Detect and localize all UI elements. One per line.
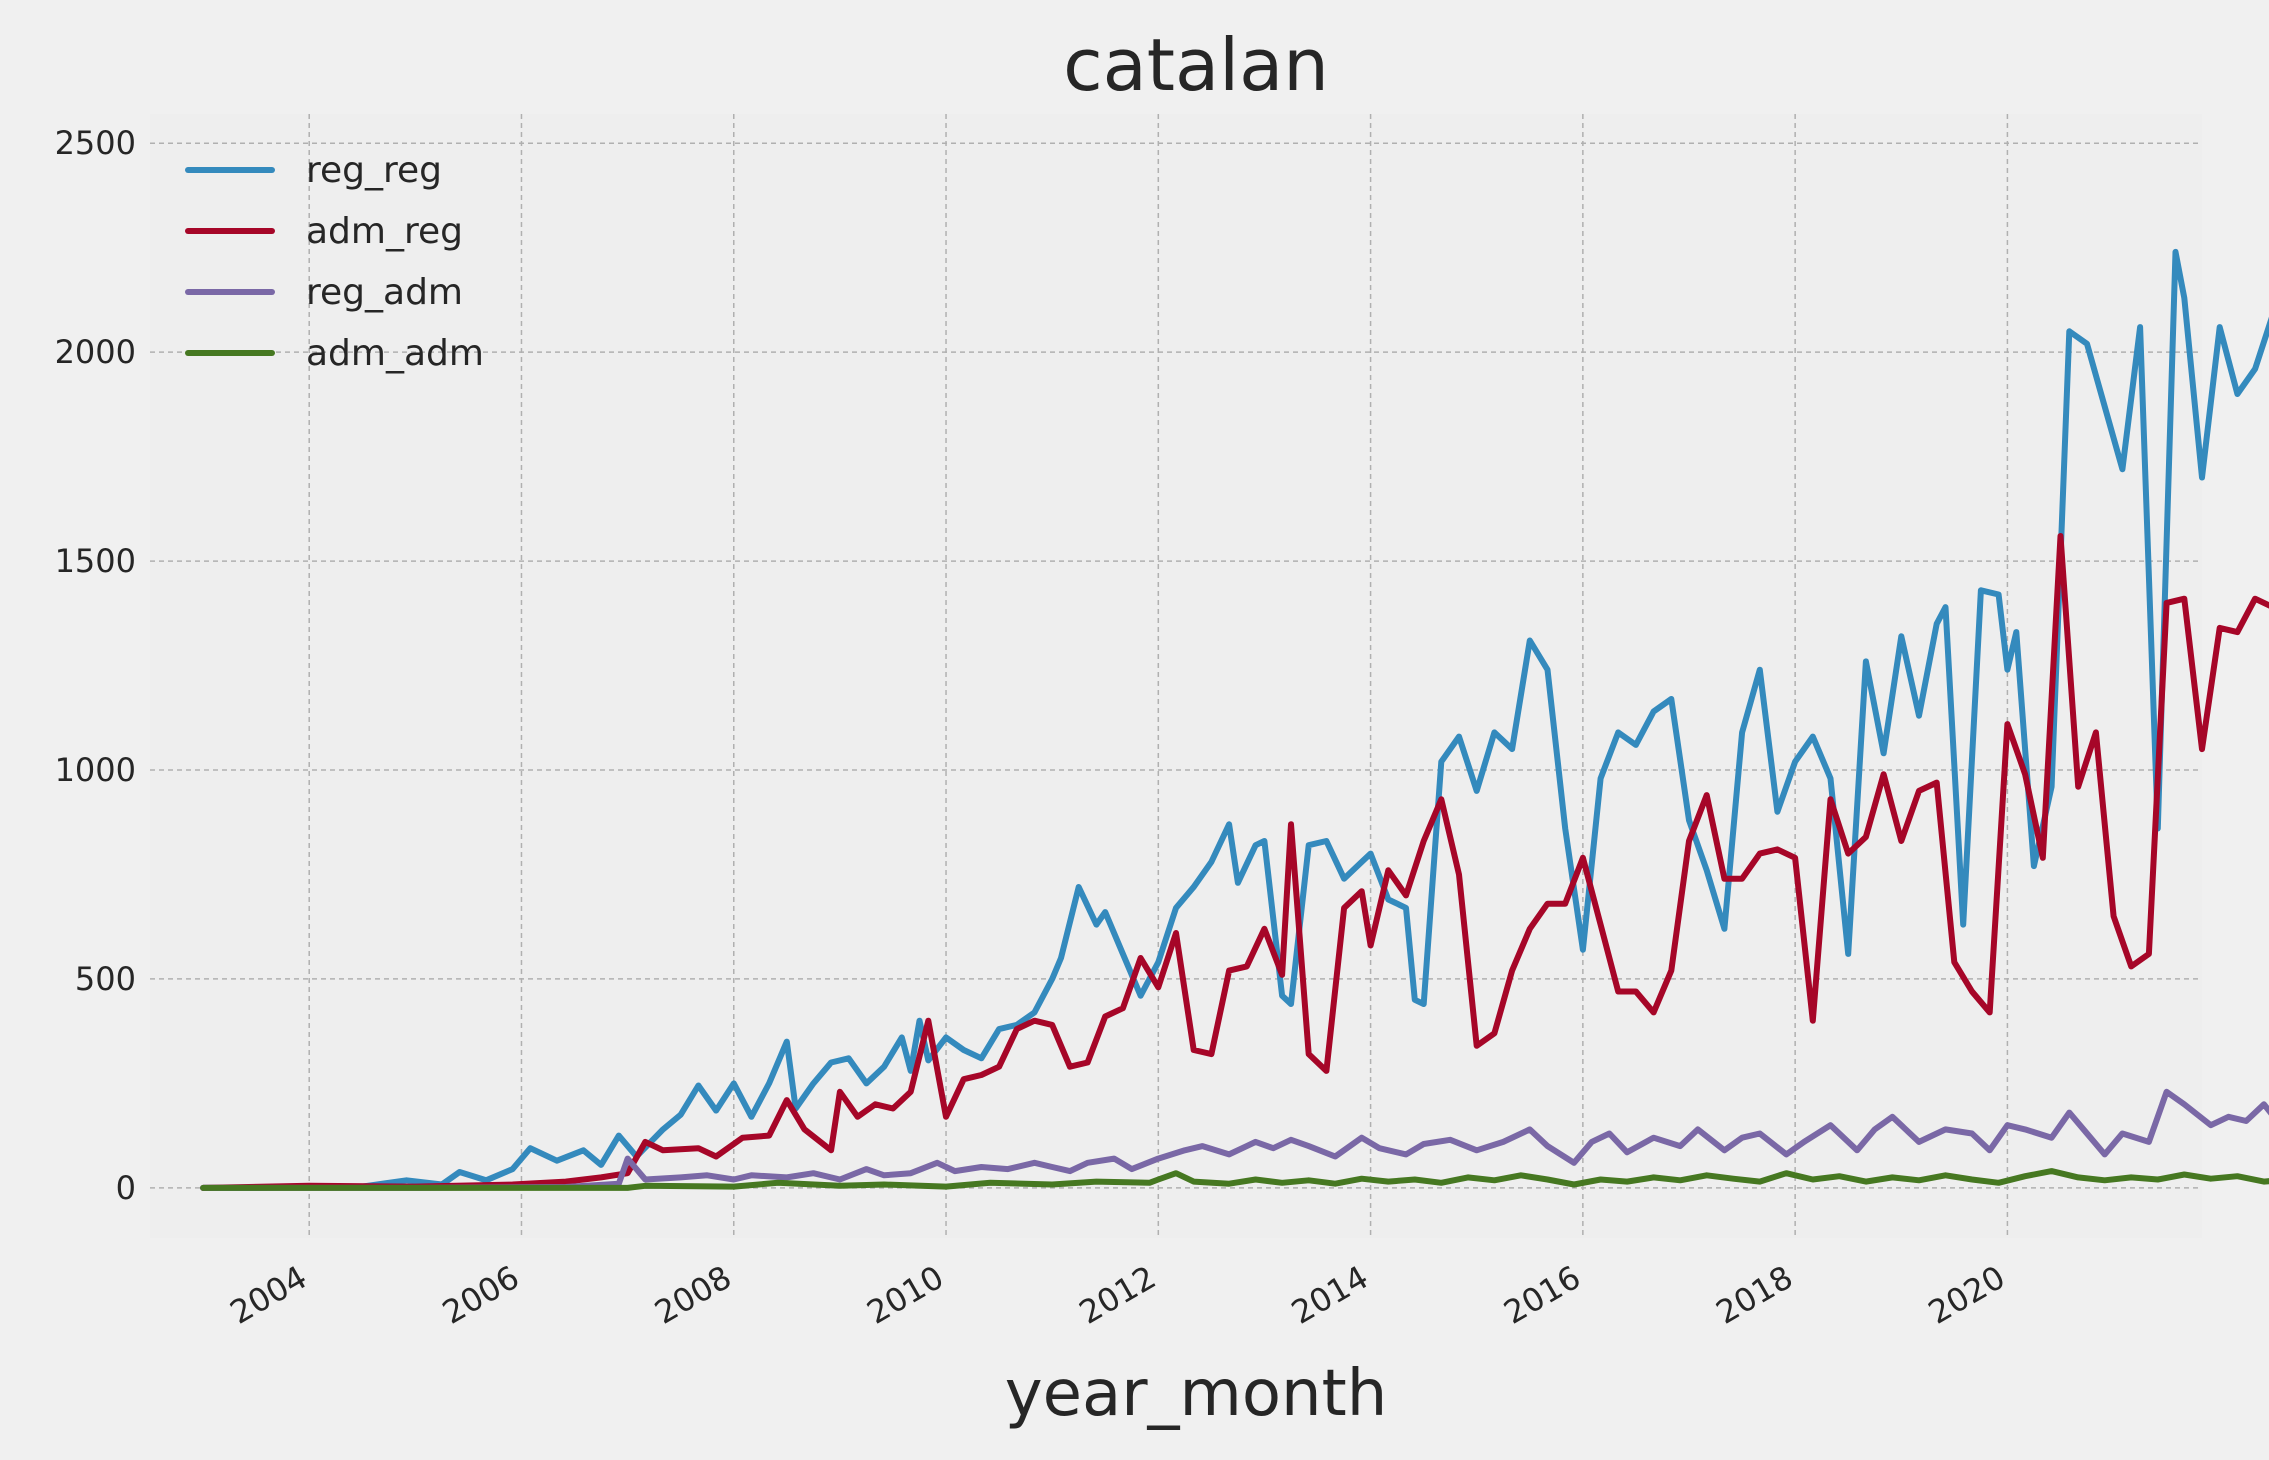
y-tick-label: 1500 xyxy=(55,542,136,580)
legend-label-adm_reg: adm_reg xyxy=(306,211,463,252)
x-tick-label: 2016 xyxy=(1497,1258,1587,1332)
plot-area xyxy=(150,114,2202,1238)
legend-label-reg_reg: reg_reg xyxy=(306,150,442,191)
y-tick-label: 1000 xyxy=(55,751,136,789)
x-axis-ticks: 2004 2006 2008 2010 2012 2014 2016 2018 2020 xyxy=(224,1258,2012,1332)
series-line-adm_adm xyxy=(200,1168,2269,1191)
x-tick-label: 2012 xyxy=(1073,1258,1163,1332)
x-tick-label: 2010 xyxy=(861,1258,951,1332)
grid xyxy=(150,114,2202,1238)
x-tick-label: 2004 xyxy=(224,1258,314,1332)
series-line-reg_reg xyxy=(200,248,2269,1191)
x-tick-label: 2018 xyxy=(1710,1258,1800,1332)
chart-title: catalan xyxy=(1063,23,1329,107)
y-tick-label: 2500 xyxy=(55,124,136,162)
y-tick-label: 0 xyxy=(116,1169,136,1207)
series-line-reg_adm xyxy=(200,1088,2269,1191)
series-layer xyxy=(200,248,2269,1191)
legend-label-adm_adm: adm_adm xyxy=(306,333,484,374)
y-tick-label: 2000 xyxy=(55,333,136,371)
legend: reg_reg adm_reg reg_adm adm_adm xyxy=(185,150,484,374)
x-axis-label: year_month xyxy=(1005,1357,1388,1431)
legend-label-reg_adm: reg_adm xyxy=(306,272,463,313)
x-tick-label: 2008 xyxy=(648,1258,738,1332)
y-tick-label: 500 xyxy=(75,960,136,998)
y-axis-ticks: 0 500 1000 1500 2000 2500 xyxy=(55,124,136,1207)
x-tick-label: 2006 xyxy=(436,1258,526,1332)
x-tick-label: 2020 xyxy=(1922,1258,2012,1332)
series-line-adm_reg xyxy=(200,533,2269,1191)
x-tick-label: 2014 xyxy=(1285,1258,1375,1332)
